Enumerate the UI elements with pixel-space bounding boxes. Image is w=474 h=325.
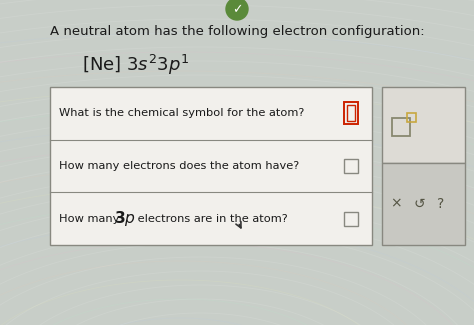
Text: What is the chemical symbol for the atom?: What is the chemical symbol for the atom… [59,108,304,118]
Bar [382,87,465,163]
Circle shape [226,0,248,20]
Text: $\mathbf{3}p$: $\mathbf{3}p$ [114,209,136,228]
Bar [382,163,465,245]
Text: How many electrons does the atom have?: How many electrons does the atom have? [59,161,299,171]
Text: ✓: ✓ [232,4,242,17]
Text: electrons are in the atom?: electrons are in the atom? [134,214,288,224]
Text: ×: × [390,197,401,211]
Bar [344,102,358,124]
Bar [392,118,410,136]
Bar [50,87,372,245]
Text: How many: How many [59,214,123,224]
Bar [344,159,358,173]
Bar [407,113,416,122]
Text: ?: ? [438,197,445,211]
Text: ↺: ↺ [414,197,425,211]
Text: $[\mathrm{Ne}]\ 3s^{2}3p^{1}$: $[\mathrm{Ne}]\ 3s^{2}3p^{1}$ [82,53,189,77]
Text: A neutral atom has the following electron configuration:: A neutral atom has the following electro… [50,25,424,38]
Bar [347,105,355,121]
Bar [344,212,358,226]
